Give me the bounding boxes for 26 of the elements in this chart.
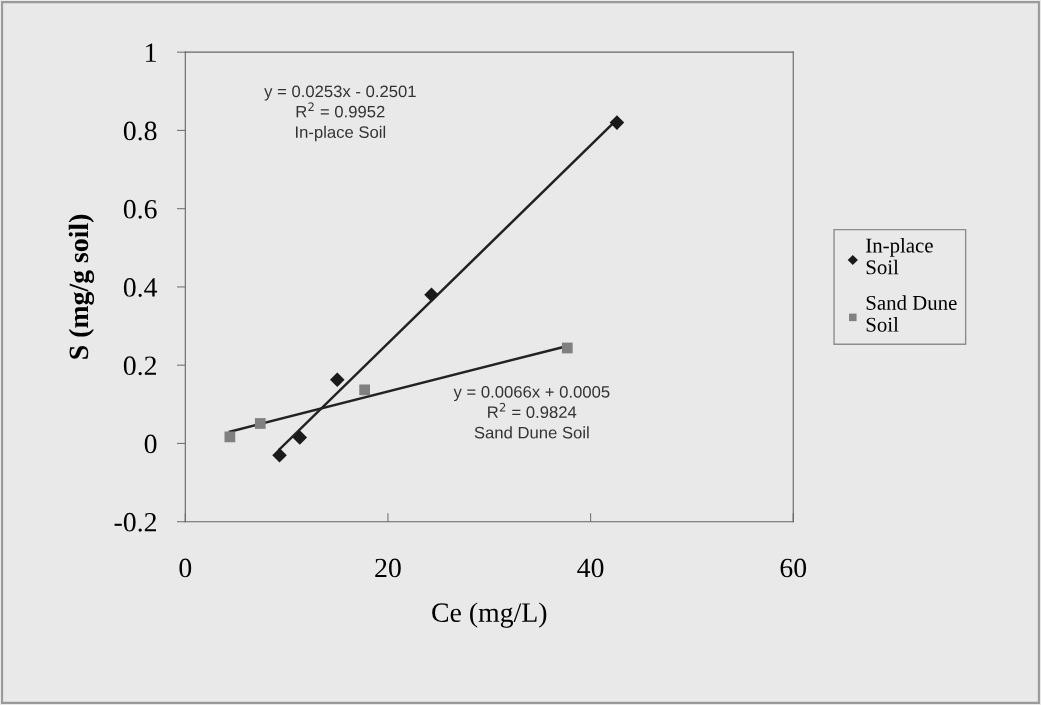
point [254, 418, 266, 429]
annotation: y = 0.0066x + 0.0005 R$^{2}$ = 0.9824 Sand Dune Soil [453, 385, 610, 439]
y-axis-title: S (mg/g soil) [68, 214, 95, 359]
y-tick-label: 0.8 [123, 121, 157, 141]
point [424, 287, 439, 303]
x-tick-label: 20 [375, 558, 401, 578]
point [224, 431, 236, 443]
y-tick-label: 0.4 [123, 278, 158, 297]
y-tick-label: 0.6 [123, 199, 157, 219]
point [359, 384, 371, 396]
legend-label: Sand Dune Soil [866, 295, 957, 332]
y-tick-label: 0 [144, 434, 157, 454]
x-tick-label: 40 [577, 558, 604, 578]
point [609, 115, 625, 130]
point [292, 430, 308, 445]
x-tick-label: 0 [179, 558, 192, 578]
annotation: y = 0.0253x - 0.2501 R$^{2}$ = 0.9952 In-place Soil [264, 85, 416, 142]
x-tick-label: 60 [780, 558, 807, 578]
y-tick-label: -0.2 [114, 512, 156, 532]
point [272, 447, 287, 463]
legend-label: In-place Soil [866, 237, 933, 275]
y-tick-label: 1 [146, 43, 156, 62]
y-tick-label: 0.2 [123, 356, 156, 376]
x-axis-title: Ce (mg/L) [432, 602, 547, 628]
point [561, 342, 573, 354]
point [330, 372, 345, 387]
